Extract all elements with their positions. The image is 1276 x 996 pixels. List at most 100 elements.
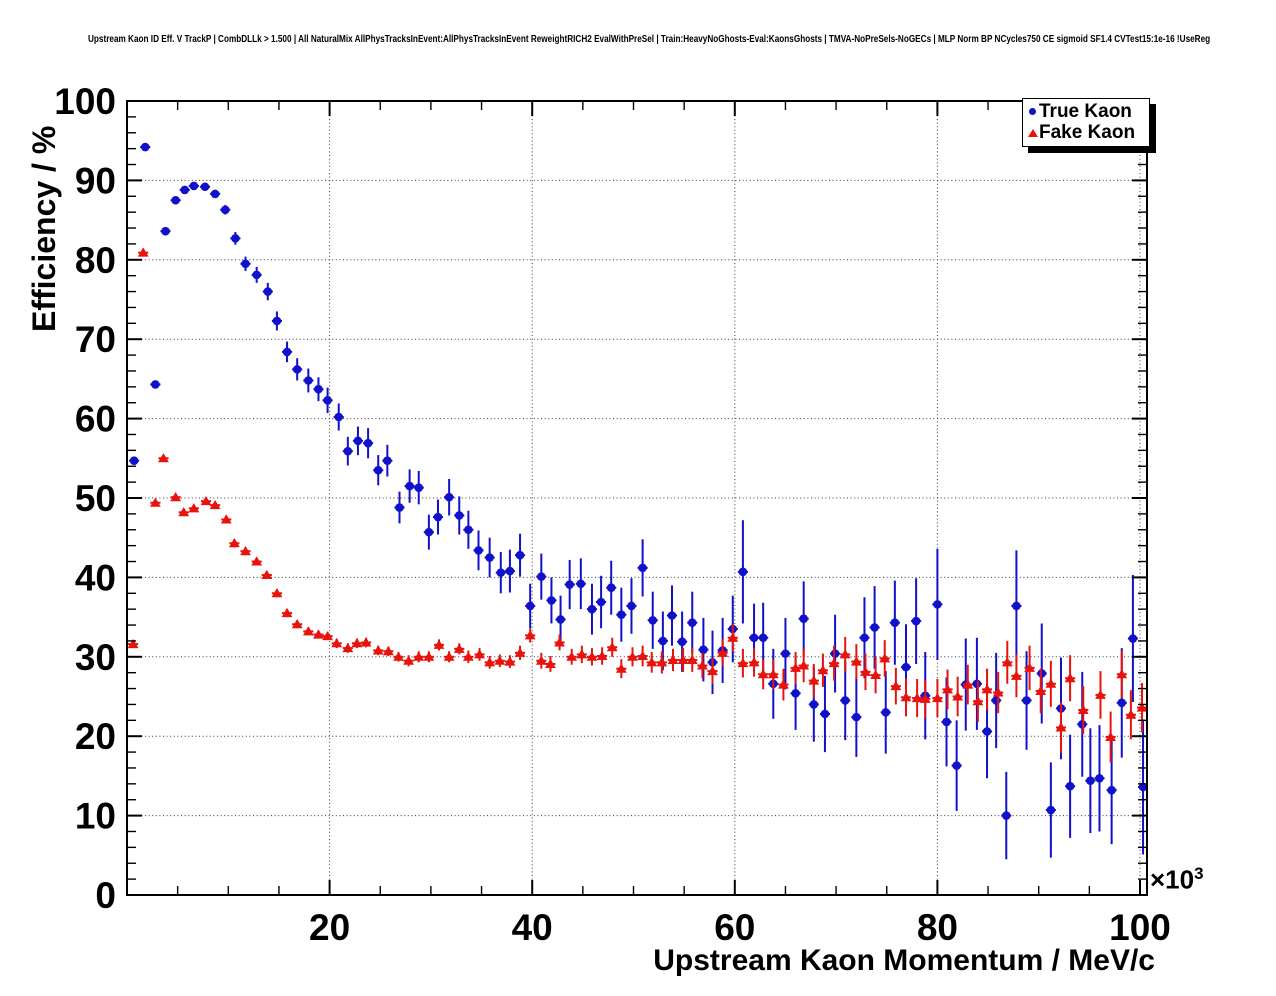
data-point-triangle	[696, 660, 708, 670]
data-point-circle	[890, 618, 900, 627]
axis-ticks	[128, 100, 1146, 896]
data-point-circle	[758, 633, 768, 643]
data-point-triangle	[360, 637, 372, 647]
data-point-triangle	[351, 638, 363, 648]
data-point-triangle	[1125, 709, 1137, 719]
data-point-triangle	[433, 639, 445, 649]
data-point-triangle	[596, 650, 608, 661]
data-point-circle	[1086, 776, 1095, 785]
data-point-triangle	[291, 619, 303, 629]
data-point-circle	[171, 195, 180, 205]
data-point-circle	[1117, 698, 1127, 708]
data-point-circle	[405, 481, 414, 491]
data-point-triangle	[767, 669, 779, 679]
data-point-triangle	[808, 675, 820, 685]
data-point-circle	[414, 483, 424, 492]
data-point-triangle	[331, 638, 343, 648]
data-point-circle	[638, 563, 647, 573]
data-point-triangle	[413, 651, 425, 661]
data-point-triangle	[1105, 731, 1117, 741]
data-point-triangle	[828, 657, 840, 668]
data-point-triangle	[1001, 657, 1013, 667]
data-point-triangle	[717, 647, 729, 657]
data-point-triangle	[952, 691, 964, 701]
data-point-circle	[537, 572, 546, 581]
data-point-circle	[200, 182, 210, 192]
data-point-triangle	[637, 650, 649, 661]
data-point-circle	[505, 566, 515, 576]
data-point-triangle	[737, 657, 749, 668]
data-point-triangle	[554, 637, 565, 647]
data-point-triangle	[566, 651, 578, 661]
y-tick-label: 80	[75, 240, 116, 281]
data-point-triangle	[1136, 702, 1148, 712]
data-point-triangle	[220, 514, 232, 524]
data-point-triangle	[1116, 669, 1128, 679]
data-point-triangle	[707, 665, 718, 676]
data-point-circle	[444, 492, 454, 502]
data-point-triangle	[606, 642, 618, 652]
data-point-circle	[263, 287, 273, 296]
data-point-circle	[1065, 781, 1075, 791]
data-point-triangle	[962, 679, 974, 689]
data-point-circle	[383, 456, 392, 465]
data-point-circle	[140, 142, 150, 152]
data-point-triangle	[228, 538, 240, 548]
data-point-circle	[556, 615, 565, 624]
x-tick-label: 80	[917, 907, 958, 948]
data-point-circle	[304, 376, 313, 385]
data-point-circle	[860, 633, 869, 643]
data-point-triangle	[576, 649, 588, 659]
data-point-triangle	[462, 651, 474, 661]
data-point-triangle	[879, 653, 891, 663]
y-tick-label: 50	[75, 478, 116, 519]
data-point-circle	[474, 546, 483, 555]
data-point-triangle	[850, 656, 862, 666]
data-point-triangle	[504, 656, 516, 666]
data-point-triangle	[545, 658, 556, 668]
data-point-circle	[395, 503, 404, 512]
data-point-triangle	[656, 657, 668, 667]
data-point-triangle	[1045, 678, 1057, 688]
data-point-circle	[433, 512, 443, 522]
data-point-triangle	[302, 626, 314, 636]
data-point-circle	[901, 662, 911, 672]
tick-labels: 0 10 20 30 40 50 60 70 80 90 100 20 40 60 80 100	[54, 81, 1171, 948]
data-point-circle	[1001, 811, 1011, 820]
legend-label-true-kaon: True Kaon	[1039, 101, 1132, 122]
data-point-triangle	[271, 588, 283, 598]
data-point-triangle	[1055, 722, 1067, 732]
data-point-triangle	[932, 692, 943, 703]
data-point-circle	[334, 412, 344, 422]
gridlines	[127, 101, 1147, 895]
data-point-triangle	[860, 666, 871, 676]
data-point-circle	[933, 600, 942, 609]
data-point-triangle	[627, 651, 638, 661]
legend-entry-fake-kaon: Fake Kaon	[1026, 122, 1146, 143]
data-point-circle	[587, 604, 597, 614]
data-point-circle	[870, 623, 879, 632]
x-tick-label: 100	[1109, 907, 1171, 948]
data-point-triangle	[494, 655, 506, 665]
x-axis-exponent: ×103	[1150, 864, 1204, 896]
data-point-circle	[343, 446, 353, 456]
data-point-triangle	[149, 497, 161, 507]
fake-kaon-triangle-icon	[1026, 128, 1039, 137]
x-tick-label: 60	[714, 907, 755, 948]
data-point-triangle	[870, 669, 882, 680]
data-point-triangle	[900, 692, 912, 702]
data-point-triangle	[474, 649, 485, 659]
data-point-circle	[1022, 696, 1031, 705]
true-kaon-circle-icon	[1026, 108, 1039, 115]
data-point-circle	[241, 259, 250, 269]
y-tick-label: 0	[95, 875, 116, 916]
data-point-circle	[830, 649, 840, 658]
x-axis-exponent-power: 3	[1194, 864, 1204, 883]
x-axis-exponent-base: ×10	[1150, 864, 1195, 895]
data-point-triangle	[1095, 689, 1106, 699]
data-point-circle	[565, 580, 574, 589]
data-point-triangle	[484, 657, 496, 667]
data-point-circle	[982, 727, 992, 736]
